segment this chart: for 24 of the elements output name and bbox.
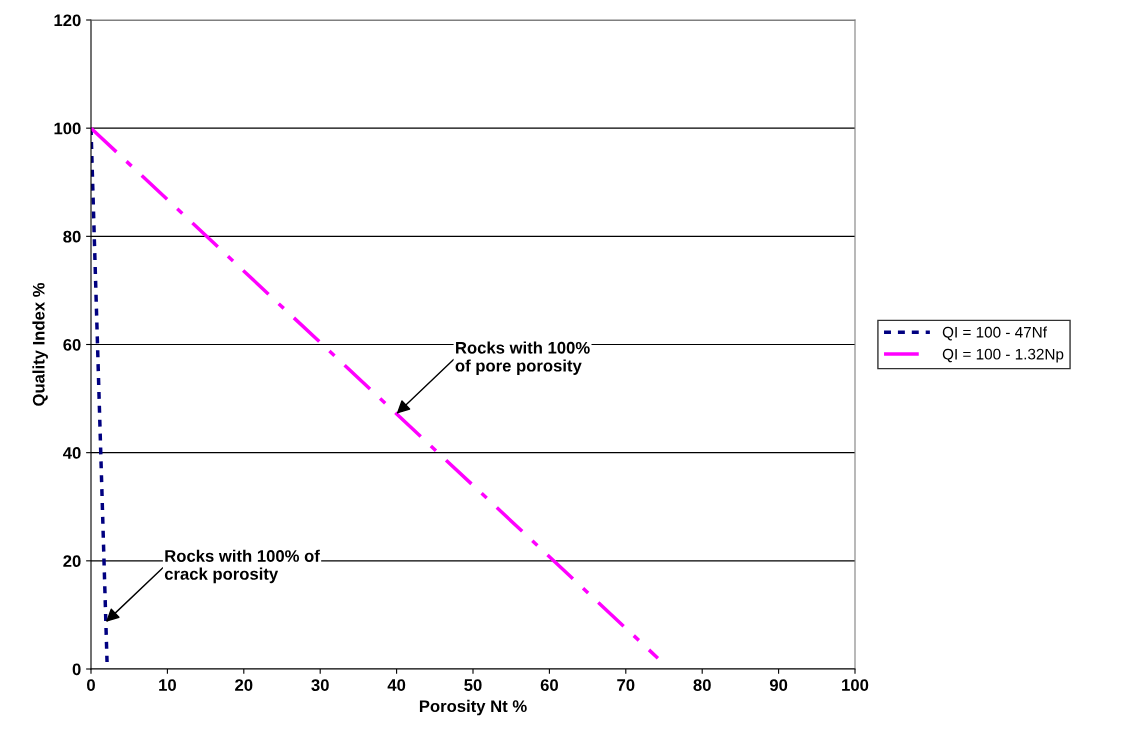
legend-label: QI = 100 - 1.32Np: [942, 348, 1064, 363]
x-tick-label: 100: [842, 679, 869, 691]
y-tick-label: 120: [54, 14, 81, 27]
x-tick-label: 0: [87, 679, 95, 691]
x-tick-label: 40: [387, 679, 406, 691]
legend-label: QI = 100 - 47Nf: [942, 326, 1047, 341]
y-tick-label: 40: [62, 447, 81, 459]
x-tick-label: 20: [235, 679, 253, 691]
x-tick-label: 50: [464, 679, 482, 691]
y-tick-label: 0: [72, 663, 81, 676]
x-tick-label: 70: [617, 679, 635, 691]
annotation: Rocks with 100% of pore porosity: [455, 341, 590, 375]
x-tick-label: 60: [540, 679, 558, 691]
annotation: Rocks with 100% of crack porosity: [164, 549, 320, 584]
y-axis-title: Quality Index %: [32, 282, 48, 406]
x-tick-label: 80: [693, 679, 711, 691]
x-tick-label: 10: [159, 679, 176, 691]
y-tick-label: 60: [63, 338, 81, 351]
y-tick-label: 100: [54, 122, 81, 135]
y-tick-label: 20: [63, 555, 81, 568]
x-axis-title: Porosity Nt %: [419, 699, 527, 716]
x-tick-label: 30: [311, 679, 329, 691]
x-tick-label: 90: [769, 679, 788, 691]
y-tick-label: 80: [63, 230, 81, 243]
